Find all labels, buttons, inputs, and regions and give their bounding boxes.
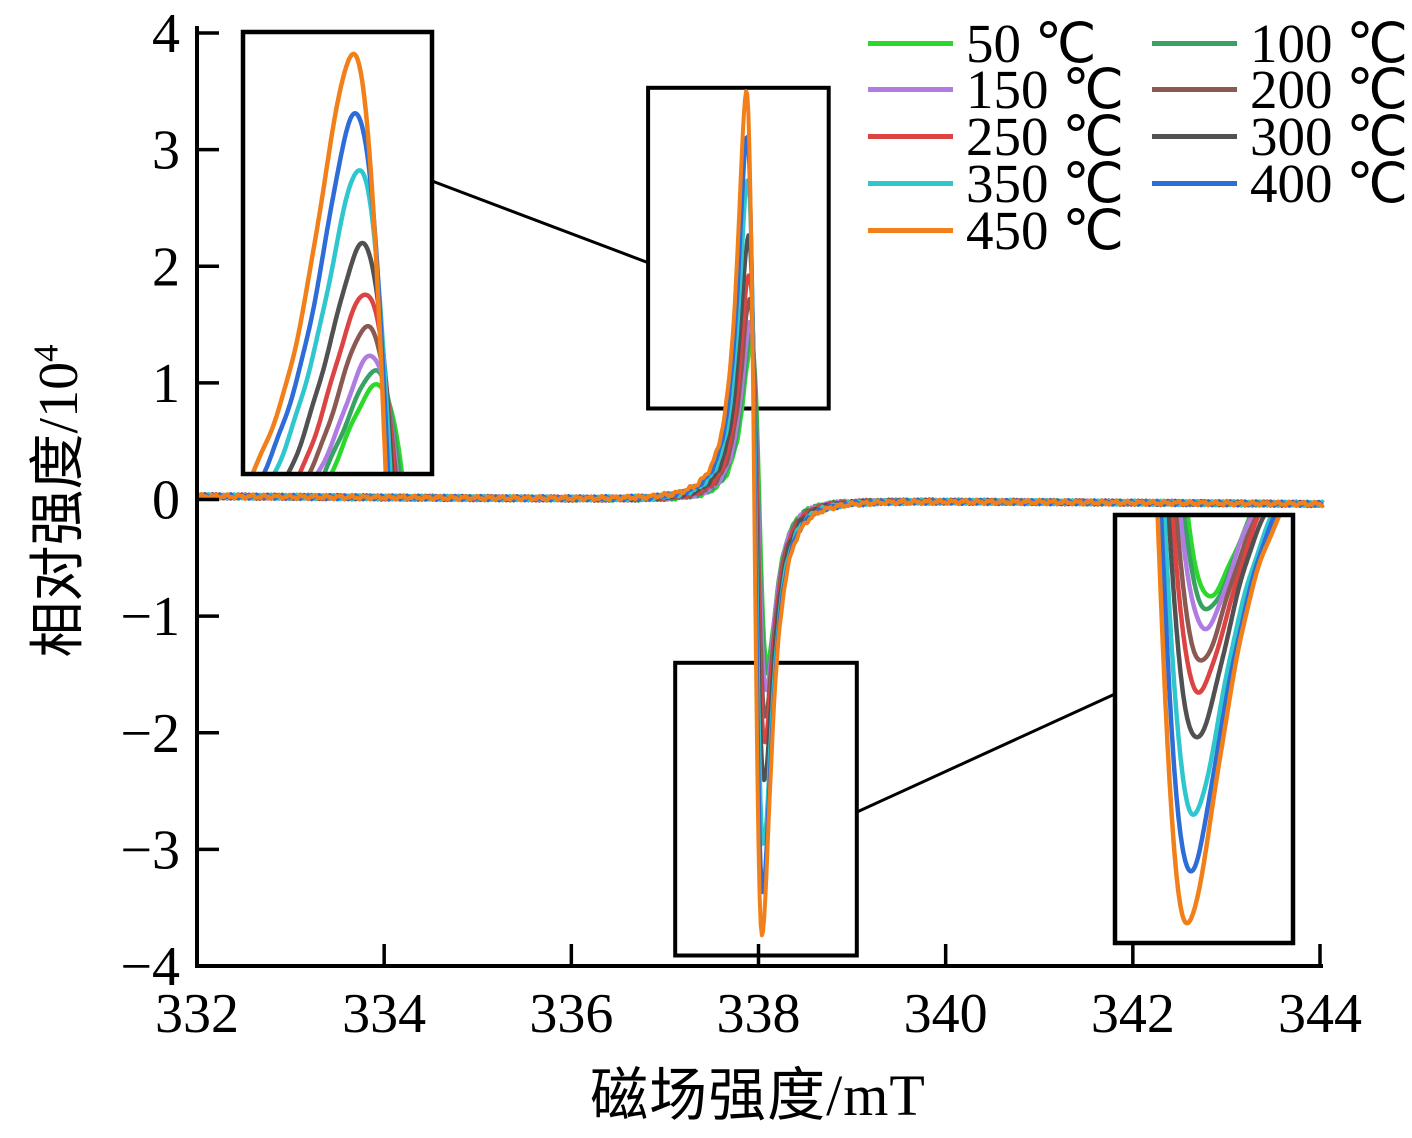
spectra-curves bbox=[196, 89, 1325, 938]
x-tick-label-332: 332 bbox=[155, 983, 239, 1045]
inset-trough-zoom-curve-300c bbox=[1166, 515, 1268, 740]
y-axis-title-exponent: 4 bbox=[26, 344, 66, 362]
y-tick-label-2: 2 bbox=[152, 236, 180, 298]
x-tick-label-334: 334 bbox=[342, 983, 426, 1045]
y-tick-label--3: −3 bbox=[120, 819, 180, 881]
y-tick-label-1: 1 bbox=[152, 353, 180, 415]
inset-trough-zoom-curve-250c bbox=[1170, 515, 1262, 695]
x-tick-label-342: 342 bbox=[1091, 983, 1175, 1045]
inset-peak-zoom-curve-450c bbox=[250, 51, 389, 474]
inset-peak-zoom-border bbox=[240, 29, 435, 477]
y-tick-label-4: 4 bbox=[152, 3, 180, 65]
inset-peak-zoom bbox=[240, 29, 435, 477]
inset-trough-zoom-curve-150c bbox=[1178, 515, 1255, 632]
inset-trough-zoom-curve-100c bbox=[1181, 515, 1254, 612]
inset-peak-zoom-curve-400c bbox=[261, 111, 391, 474]
y-tick-label-3: 3 bbox=[152, 120, 180, 182]
inset-peak-zoom-curve-300c bbox=[285, 240, 395, 474]
y-tick-label--4: −4 bbox=[120, 936, 180, 998]
inset-connector-1 bbox=[856, 692, 1116, 814]
x-tick-label-344: 344 bbox=[1278, 983, 1362, 1045]
inset-connector-0 bbox=[431, 179, 650, 265]
inset-trough-zoom-border bbox=[1112, 512, 1296, 946]
x-tick-label-338: 338 bbox=[717, 983, 801, 1045]
inset-trough-zoom-curve-350c bbox=[1162, 515, 1275, 817]
inset-peak-zoom-curve-350c bbox=[271, 168, 393, 474]
inset-peak-zoom-curve-100c bbox=[321, 368, 402, 474]
axes: 332 334 336 338 340 342 344 4 3 2 1 0 −1 −2 −3 −4 bbox=[120, 3, 1362, 1045]
series-curve-450c bbox=[196, 89, 1325, 938]
inset-peak-zoom-curve-200c bbox=[306, 323, 398, 474]
inset-trough-zoom-curve-400c bbox=[1158, 515, 1278, 874]
x-axis-title: 磁场强度/mT bbox=[590, 1063, 926, 1128]
x-tick-label-340: 340 bbox=[904, 983, 988, 1045]
y-tick-label--1: −1 bbox=[120, 586, 180, 648]
inset-trough-zoom-curve-50c bbox=[1185, 515, 1254, 599]
inset-trough-zoom-curve-450c bbox=[1155, 515, 1283, 926]
inset-peak-zoom-curve-150c bbox=[314, 353, 400, 474]
y-tick-label--2: −2 bbox=[120, 703, 180, 765]
x-tick-label-336: 336 bbox=[529, 983, 613, 1045]
inset-peak-zoom-curve-250c bbox=[296, 292, 397, 474]
y-axis-title: 相对强度/104 bbox=[13, 241, 90, 761]
inset-trough-zoom bbox=[1112, 512, 1296, 946]
inset-peak-zoom-curve-50c bbox=[328, 382, 405, 474]
y-axis-title-base: 相对强度/10 bbox=[28, 361, 90, 658]
inset-trough-zoom-curve-200c bbox=[1173, 515, 1260, 663]
y-tick-label-0: 0 bbox=[152, 470, 180, 532]
